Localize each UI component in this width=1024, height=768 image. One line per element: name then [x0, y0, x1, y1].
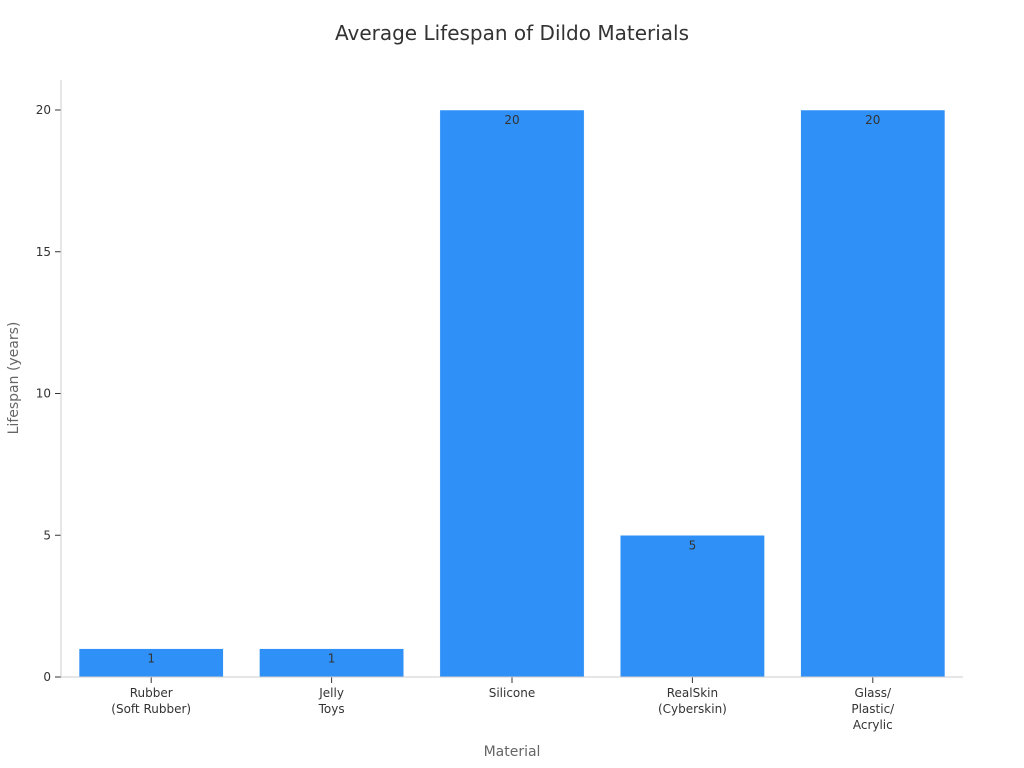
bars-group: 1 1 20 5 20: [78, 109, 946, 678]
bar: [78, 648, 224, 678]
y-axis: 0 5 10 15 20: [36, 103, 61, 684]
y-tick-label: 20: [36, 103, 51, 117]
bar-value-label: 1: [328, 652, 336, 666]
y-tick-label: 15: [36, 245, 51, 259]
x-tick-label: Rubber (Soft Rubber): [111, 686, 191, 716]
bar-value-label: 5: [689, 538, 697, 552]
x-axis-title: Material: [484, 744, 541, 760]
bar: [439, 109, 585, 678]
x-tick-label: Glass/Plastic/Acrylic: [851, 686, 895, 732]
x-axis: Rubber (Soft Rubber) Jelly Toys Silicone Real…: [111, 677, 895, 732]
bar-value-label: 20: [865, 113, 880, 127]
bar-value-label: 1: [147, 652, 155, 666]
y-tick-label: 10: [36, 387, 51, 401]
x-tick-label: Jelly Toys: [318, 686, 345, 716]
x-tick-label: Silicone: [489, 686, 536, 700]
bar-value-label: 20: [504, 113, 519, 127]
y-tick-label: 0: [43, 670, 51, 684]
bar: [619, 535, 765, 678]
y-tick-label: 5: [43, 528, 51, 542]
bar: [800, 109, 946, 678]
chart-title: Average Lifespan of Dildo Materials: [335, 21, 689, 45]
x-tick-label: RealSkin (Cyberskin): [658, 686, 727, 716]
y-axis-title: Lifespan (years): [6, 322, 22, 435]
